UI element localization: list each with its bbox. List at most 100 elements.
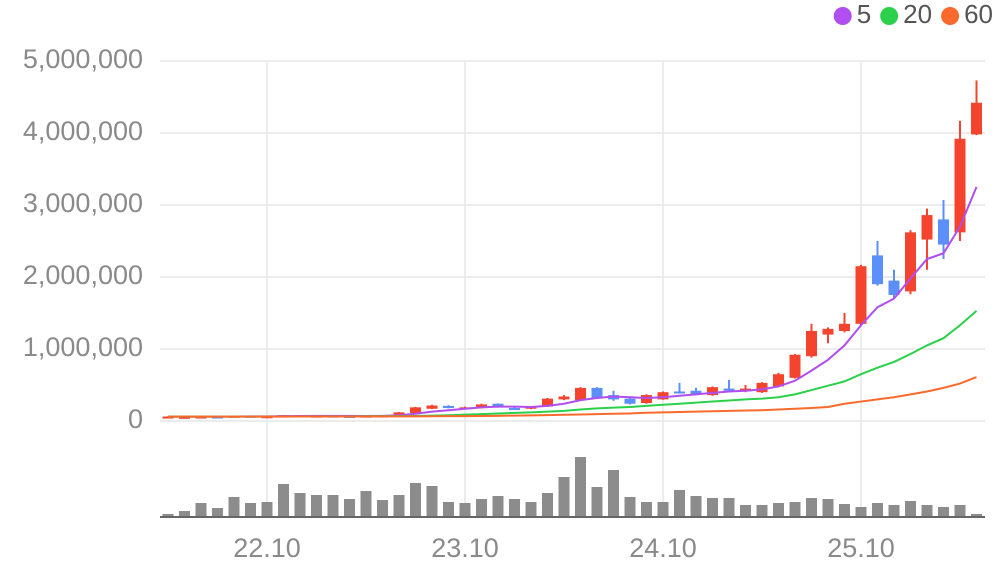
volume-bar xyxy=(707,498,718,517)
candle-body xyxy=(624,398,636,404)
volume-bar xyxy=(608,470,619,517)
candle-body xyxy=(575,387,586,401)
volume-bar xyxy=(723,498,735,517)
volume-bar xyxy=(674,490,685,517)
volume-bar xyxy=(542,493,553,517)
candle-body xyxy=(806,331,817,357)
volume-bar xyxy=(921,505,933,517)
candle-body xyxy=(393,412,405,416)
x-tick-label: 25.10 xyxy=(827,533,895,563)
volume-bar xyxy=(938,507,949,517)
candle-body xyxy=(773,374,784,387)
candle-body xyxy=(839,323,850,331)
volume-bar xyxy=(179,511,190,517)
candle-body xyxy=(509,408,520,411)
candle-body xyxy=(938,219,949,245)
volume-bar xyxy=(888,505,900,517)
candle-body xyxy=(872,255,883,285)
volume-bar xyxy=(756,505,768,517)
candle-body xyxy=(657,392,669,400)
x-tick-label: 22.10 xyxy=(233,533,301,563)
candle-body xyxy=(476,404,487,409)
legend-marker xyxy=(833,7,852,25)
candle-body xyxy=(855,266,867,324)
candle-body xyxy=(426,405,438,409)
volume-bar xyxy=(954,505,966,517)
candle-body xyxy=(443,405,454,409)
volume-bar xyxy=(360,491,372,517)
candle-body xyxy=(558,396,570,400)
legend-label: 5 xyxy=(857,0,871,29)
ma-line xyxy=(168,310,978,418)
volume-bar xyxy=(789,502,801,517)
volume-bar xyxy=(773,503,784,517)
volume-bar xyxy=(740,505,751,517)
candle-body xyxy=(954,138,966,233)
volume-bar xyxy=(311,495,322,517)
candle-body xyxy=(723,388,735,391)
volume-bar xyxy=(509,499,520,517)
candle-body xyxy=(921,215,933,240)
legend-label: 20 xyxy=(903,0,932,29)
volume-bar xyxy=(525,502,537,517)
volume-bar xyxy=(839,504,850,517)
candle-body xyxy=(707,387,718,396)
candle-body xyxy=(641,395,652,403)
candle-body xyxy=(971,102,982,135)
volume-bar xyxy=(377,500,388,517)
volume-bar xyxy=(476,499,487,517)
volume-bar xyxy=(261,502,273,517)
volume-bar xyxy=(657,502,669,517)
volume-bar xyxy=(393,495,405,517)
candle-body xyxy=(756,382,768,393)
volume-bar xyxy=(278,484,289,517)
volume-bar xyxy=(327,495,339,517)
volume-bar xyxy=(690,496,702,517)
volume-bar xyxy=(624,497,636,517)
y-tick-label: 3,000,000 xyxy=(23,188,143,218)
candle-body xyxy=(591,387,603,398)
volume-bar xyxy=(492,496,504,517)
y-tick-label: 0 xyxy=(128,404,143,434)
candle-body xyxy=(789,354,801,378)
candle-body xyxy=(674,391,685,394)
volume-bar xyxy=(294,493,306,517)
volume-bar xyxy=(426,486,438,517)
volume-bar xyxy=(905,501,916,517)
volume-bar xyxy=(195,503,207,517)
volume-bar xyxy=(459,503,471,517)
candle-body xyxy=(410,407,421,414)
candle-body xyxy=(179,416,190,419)
ma-line xyxy=(168,376,977,418)
legend-marker xyxy=(880,7,899,25)
x-tick-label: 23.10 xyxy=(431,533,499,563)
y-tick-label: 2,000,000 xyxy=(23,260,143,290)
volume-bar xyxy=(822,499,834,517)
volume-bar xyxy=(443,502,454,517)
y-tick-label: 4,000,000 xyxy=(23,116,143,146)
y-tick-label: 5,000,000 xyxy=(23,44,143,74)
ma-line xyxy=(168,186,978,418)
volume-bar xyxy=(228,497,240,517)
volume-bar xyxy=(575,457,586,517)
volume-bar xyxy=(971,514,982,517)
volume-bar xyxy=(806,498,817,517)
y-tick-label: 1,000,000 xyxy=(23,332,143,362)
candle-body xyxy=(492,403,504,408)
legend-label: 60 xyxy=(964,0,993,29)
candle-body xyxy=(822,328,834,335)
volume-bar xyxy=(591,487,603,517)
candle-body xyxy=(690,390,702,395)
volume-bar xyxy=(558,477,570,517)
candle-body xyxy=(905,232,916,292)
volume-bar xyxy=(872,503,883,517)
candle-body xyxy=(888,280,900,295)
volume-bar xyxy=(855,507,867,517)
volume-bar xyxy=(344,499,355,517)
volume-bar xyxy=(162,514,174,517)
legend-marker xyxy=(941,7,960,25)
volume-bar xyxy=(641,502,652,517)
candle-body xyxy=(542,398,553,407)
volume-bar xyxy=(245,503,256,517)
